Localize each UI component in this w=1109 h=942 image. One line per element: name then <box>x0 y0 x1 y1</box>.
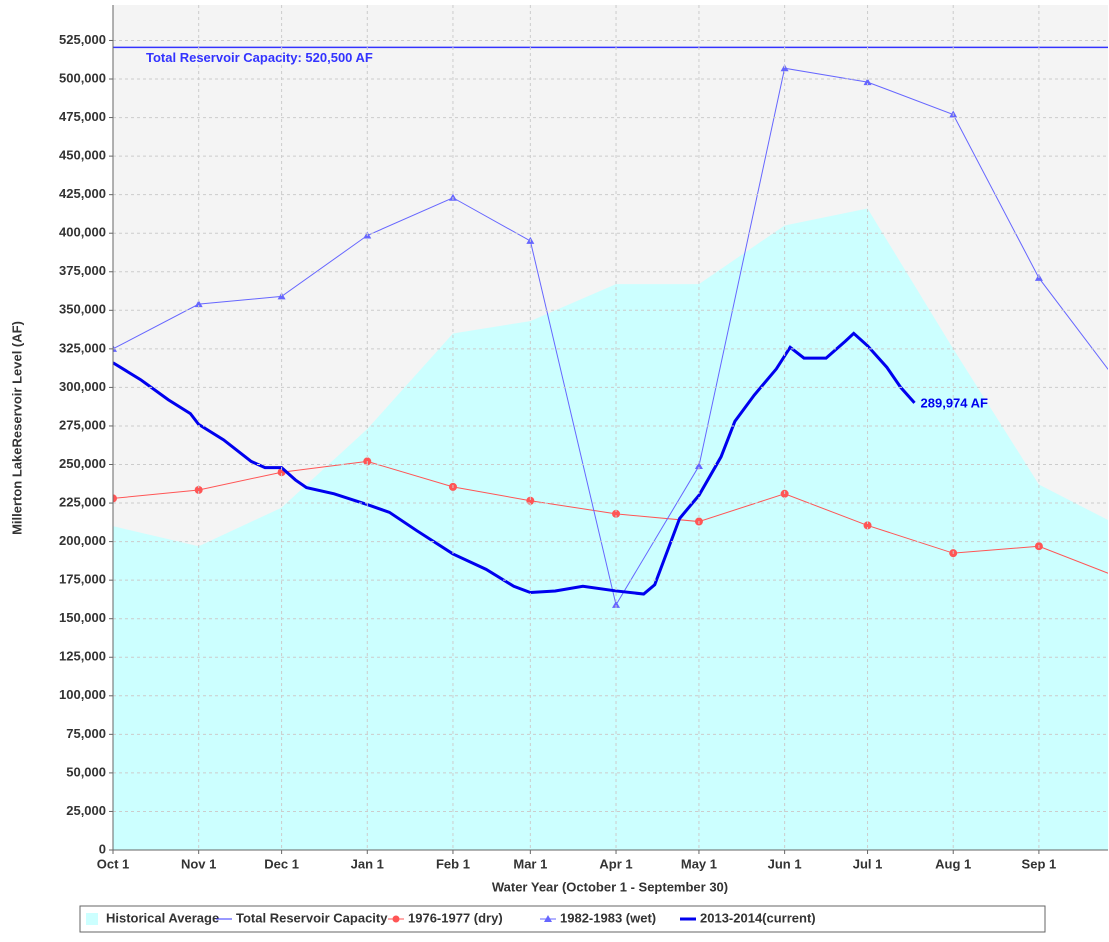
legend-label: 1976-1977 (dry) <box>408 910 503 925</box>
x-tick-label: Jan 1 <box>351 856 384 871</box>
marker <box>612 600 621 608</box>
x-tick-label: Mar 1 <box>513 856 547 871</box>
x-tick-label: Nov 1 <box>181 856 216 871</box>
legend-label: Historical Average <box>106 910 219 925</box>
x-axis-title: Water Year (October 1 - September 30) <box>492 879 728 894</box>
marker <box>194 300 203 308</box>
plot-area <box>113 46 1108 850</box>
y-tick-label: 125,000 <box>59 649 106 664</box>
x-tick-label: Jul 1 <box>853 856 883 871</box>
y-tick-label: 0 <box>99 841 106 856</box>
marker <box>113 494 117 503</box>
y-tick-label: 275,000 <box>59 417 106 432</box>
end-label: 289,974 AF <box>921 395 989 410</box>
y-tick-label: 200,000 <box>59 533 106 548</box>
marker <box>694 462 703 470</box>
marker <box>194 485 203 494</box>
x-tick-label: Feb 1 <box>436 856 470 871</box>
y-tick-label: 500,000 <box>59 70 106 85</box>
y-tick-label: 375,000 <box>59 263 106 278</box>
marker <box>612 509 621 518</box>
marker <box>863 521 872 530</box>
y-tick-label: 250,000 <box>59 456 106 471</box>
x-tick-label: Apr 1 <box>599 856 632 871</box>
y-tick-label: 300,000 <box>59 379 106 394</box>
y-tick-label: 225,000 <box>59 494 106 509</box>
capacity-label: Total Reservoir Capacity: 520,500 AF <box>146 50 373 65</box>
legend-swatch <box>86 913 98 925</box>
y-tick-label: 475,000 <box>59 109 106 124</box>
x-tick-label: Oct 1 <box>97 856 130 871</box>
x-tick-label: Jun 1 <box>768 856 802 871</box>
y-tick-label: 50,000 <box>66 764 106 779</box>
y-tick-label: 400,000 <box>59 225 106 240</box>
y-tick-label: 100,000 <box>59 687 106 702</box>
legend-label: Total Reservoir Capacity <box>236 910 388 925</box>
y-tick-label: 525,000 <box>59 32 106 47</box>
y-tick-label: 425,000 <box>59 186 106 201</box>
legend-marker <box>392 915 400 923</box>
legend-box <box>79 905 1046 933</box>
y-tick-label: 350,000 <box>59 302 106 317</box>
legend-label: 2013-2014(current) <box>700 910 816 925</box>
y-axis-title: Millerton LakeReservoir Level (AF) <box>9 321 24 535</box>
y-tick-label: 325,000 <box>59 340 106 355</box>
area <box>113 208 1108 850</box>
x-tick-label: Sep 1 <box>1022 856 1057 871</box>
marker <box>863 78 872 86</box>
x-tick-label: Aug 1 <box>935 856 971 871</box>
marker <box>113 344 117 352</box>
legend-marker <box>544 915 552 922</box>
y-tick-label: 150,000 <box>59 610 106 625</box>
legend-label: 1982-1983 (wet) <box>560 910 656 925</box>
x-tick-label: Dec 1 <box>264 856 299 871</box>
y-tick-label: 450,000 <box>59 148 106 163</box>
y-tick-label: 25,000 <box>66 803 106 818</box>
line <box>113 331 916 596</box>
x-tick-label: May 1 <box>681 856 717 871</box>
y-tick-label: 75,000 <box>66 726 106 741</box>
y-tick-label: 175,000 <box>59 572 106 587</box>
